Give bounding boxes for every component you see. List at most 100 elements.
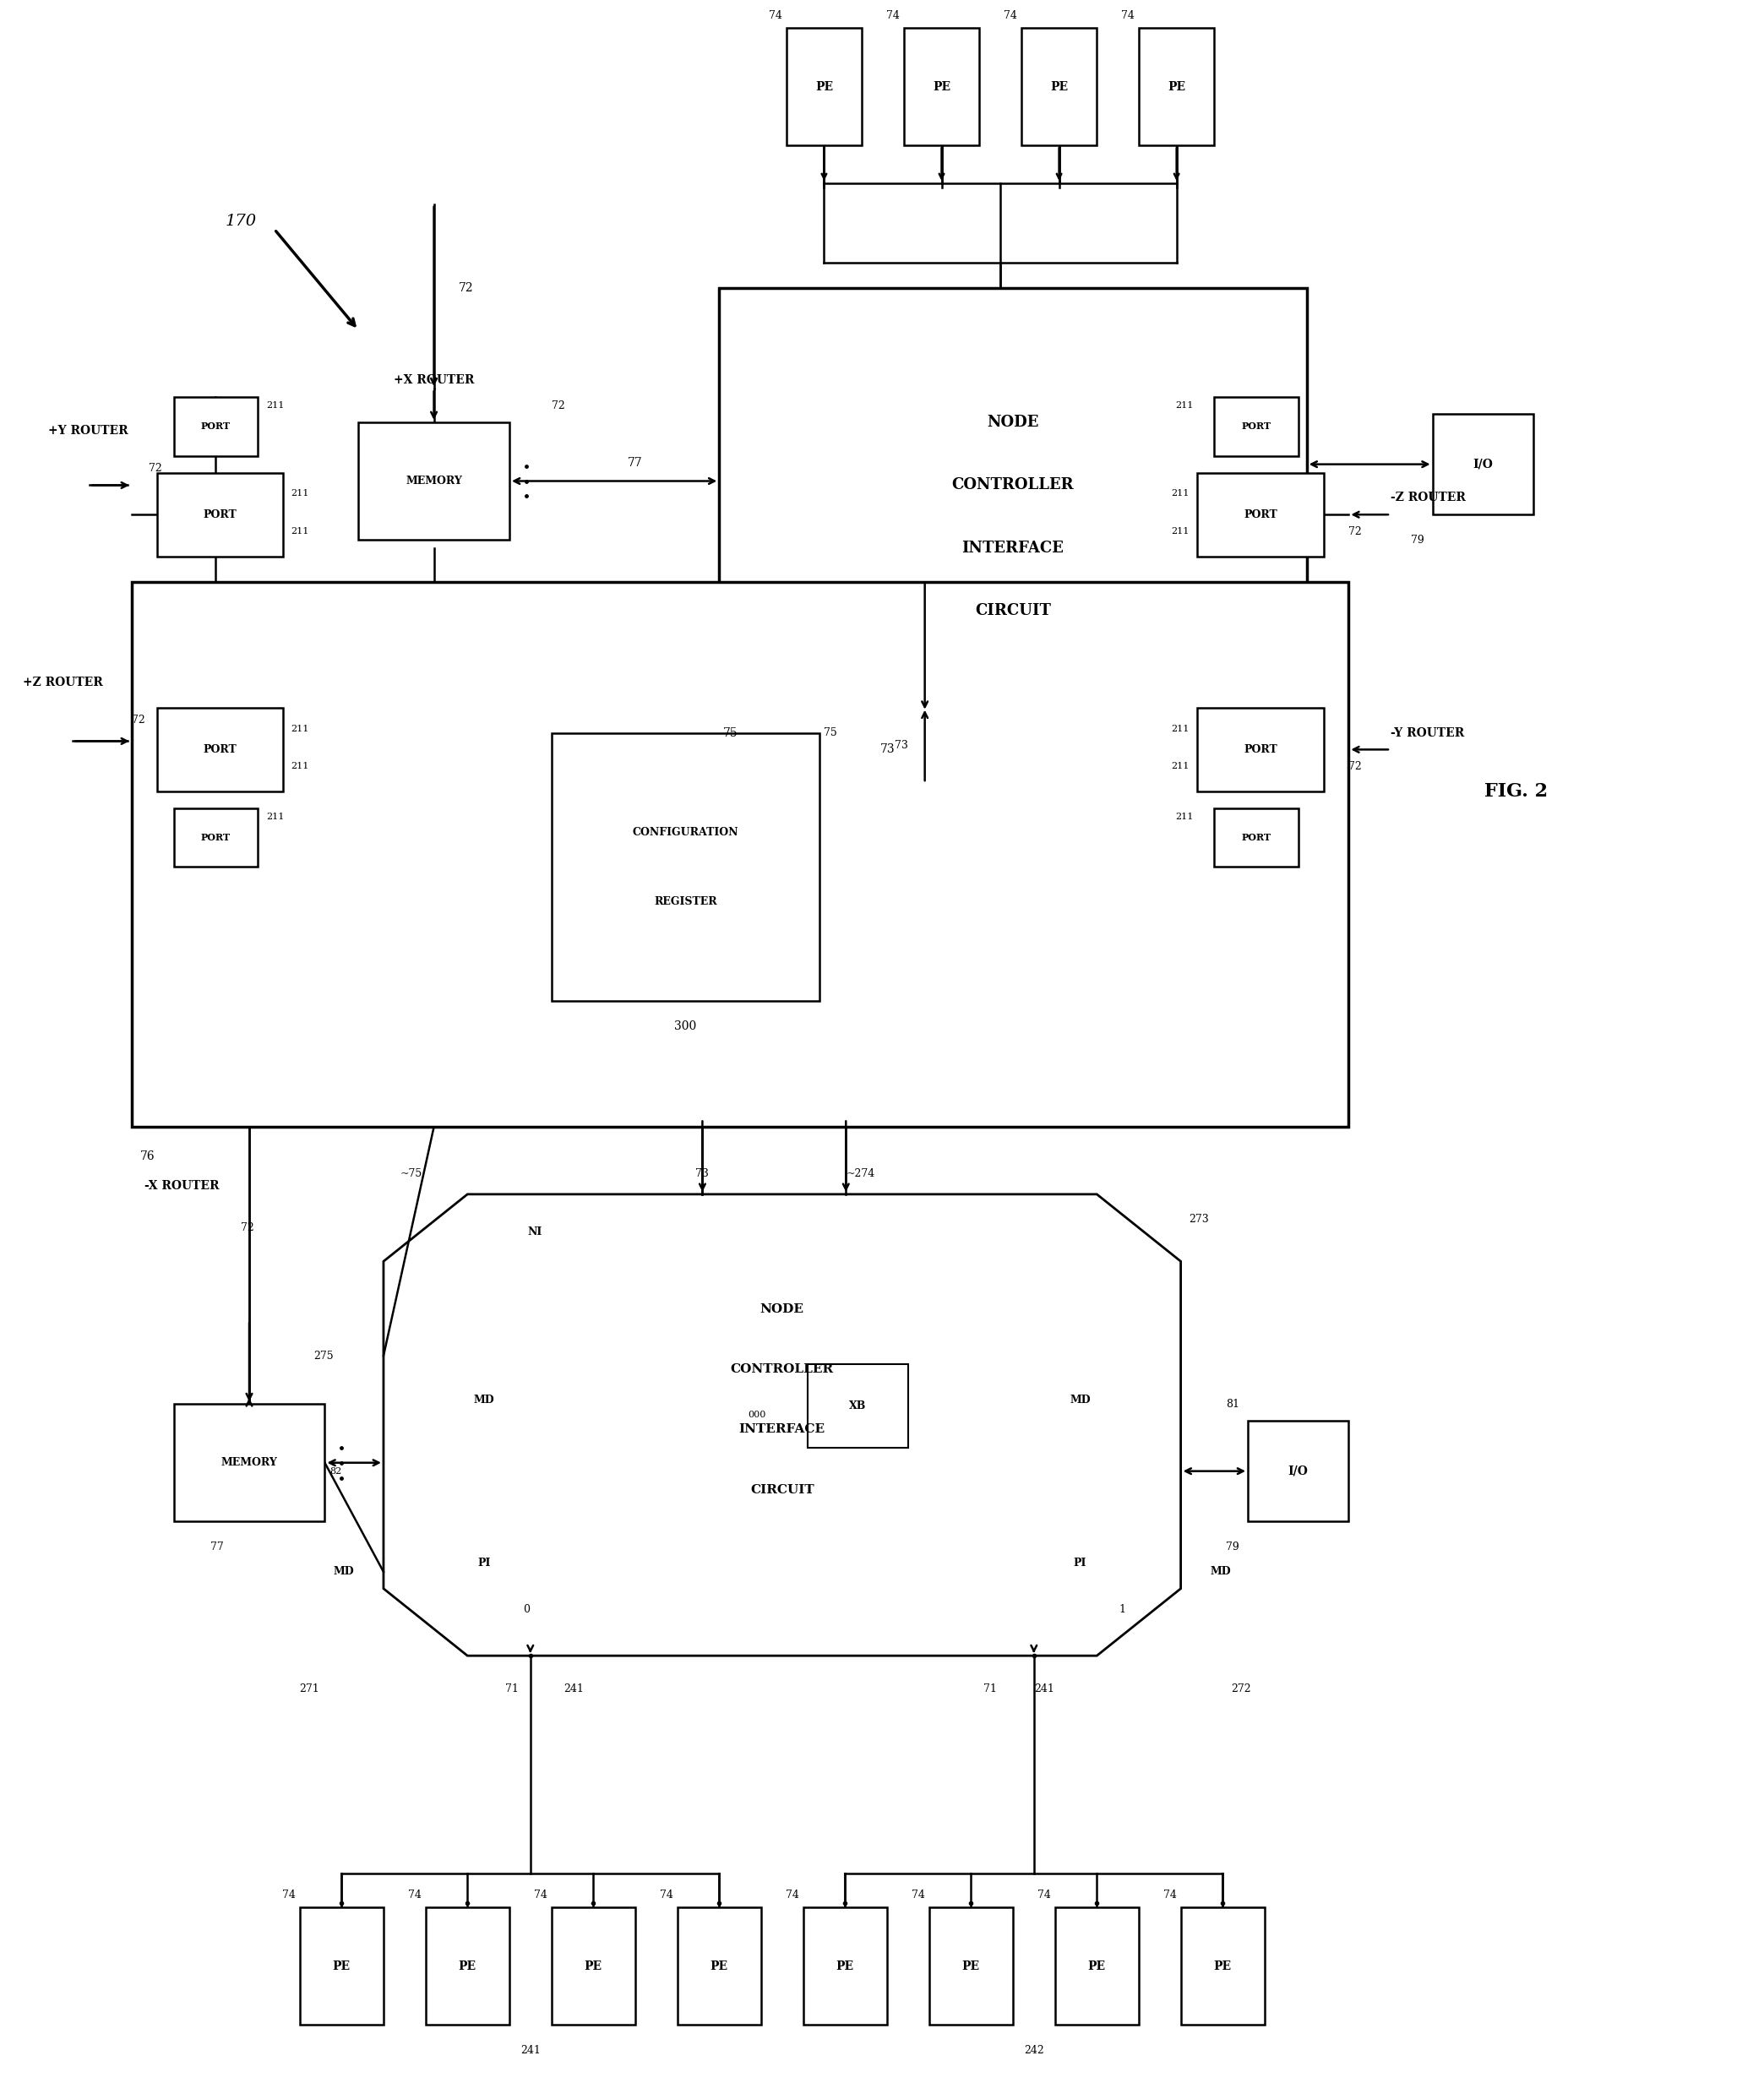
- Text: 73: 73: [880, 743, 896, 756]
- Text: CIRCUIT: CIRCUIT: [975, 605, 1051, 619]
- Text: 1: 1: [1118, 1604, 1125, 1614]
- Text: 73: 73: [695, 1167, 709, 1180]
- Text: 74: 74: [1037, 1889, 1051, 1900]
- Bar: [1198, 707, 1323, 791]
- Text: PE: PE: [1214, 1960, 1231, 1973]
- Text: INTERFACE: INTERFACE: [961, 542, 1064, 556]
- Text: 273: 273: [1189, 1213, 1208, 1226]
- Text: PORT: PORT: [203, 743, 236, 756]
- Bar: [808, 1364, 908, 1448]
- Text: 79: 79: [1411, 535, 1424, 546]
- Text: MEMORY: MEMORY: [220, 1457, 277, 1467]
- Text: 72: 72: [148, 464, 162, 474]
- Bar: [358, 422, 510, 539]
- Text: PE: PE: [815, 80, 833, 92]
- Text: 271: 271: [300, 1683, 319, 1694]
- Text: ~75: ~75: [400, 1167, 422, 1180]
- Bar: [300, 1908, 383, 2026]
- Text: NI: NI: [527, 1226, 542, 1238]
- Bar: [677, 1908, 760, 2026]
- Text: 75: 75: [723, 726, 739, 739]
- Text: 211: 211: [1171, 762, 1189, 770]
- Text: 211: 211: [1175, 812, 1194, 821]
- Text: 74: 74: [1122, 10, 1134, 21]
- Text: CONFIGURATION: CONFIGURATION: [633, 827, 739, 838]
- Bar: [157, 707, 282, 791]
- Text: 73: 73: [894, 739, 908, 751]
- Text: 241: 241: [564, 1683, 584, 1694]
- Text: 211: 211: [291, 527, 309, 535]
- Bar: [1214, 397, 1298, 455]
- Bar: [1432, 414, 1533, 514]
- Text: NODE: NODE: [760, 1303, 804, 1316]
- Bar: [552, 733, 820, 1001]
- Bar: [425, 1908, 510, 2026]
- Text: 211: 211: [266, 812, 284, 821]
- Text: PORT: PORT: [201, 833, 231, 842]
- Text: REGISTER: REGISTER: [654, 896, 718, 907]
- Text: 77: 77: [628, 458, 642, 468]
- Text: 0: 0: [522, 1604, 529, 1614]
- Bar: [720, 288, 1307, 707]
- Text: 300: 300: [674, 1020, 697, 1033]
- Text: I/O: I/O: [1288, 1465, 1309, 1478]
- Text: 79: 79: [1226, 1541, 1240, 1551]
- Text: PE: PE: [1050, 80, 1067, 92]
- Text: 211: 211: [266, 401, 284, 409]
- Text: 241: 241: [1034, 1683, 1055, 1694]
- Text: 72: 72: [1349, 760, 1362, 772]
- Text: MD: MD: [1069, 1394, 1090, 1406]
- Text: PORT: PORT: [201, 422, 231, 430]
- Text: 242: 242: [1023, 2044, 1044, 2055]
- Bar: [1247, 1421, 1349, 1522]
- Bar: [1021, 27, 1097, 145]
- Text: 81: 81: [1226, 1398, 1240, 1411]
- Text: PORT: PORT: [203, 510, 236, 521]
- Text: 211: 211: [1171, 527, 1189, 535]
- Bar: [930, 1908, 1013, 2026]
- Text: PE: PE: [961, 1960, 979, 1973]
- Text: 74: 74: [769, 10, 781, 21]
- Text: CIRCUIT: CIRCUIT: [750, 1484, 813, 1494]
- Text: 000: 000: [748, 1411, 766, 1419]
- Text: 241: 241: [520, 2044, 540, 2055]
- Text: 211: 211: [1175, 401, 1194, 409]
- Text: PE: PE: [333, 1960, 351, 1973]
- Text: PE: PE: [711, 1960, 729, 1973]
- Text: 74: 74: [660, 1889, 674, 1900]
- Text: 72: 72: [459, 281, 475, 294]
- Text: 211: 211: [291, 724, 309, 733]
- Text: MD: MD: [475, 1394, 494, 1406]
- Bar: [1055, 1908, 1140, 2026]
- Bar: [132, 581, 1349, 1127]
- Bar: [173, 397, 258, 455]
- Text: PORT: PORT: [1244, 743, 1277, 756]
- Text: ~274: ~274: [847, 1167, 875, 1180]
- Bar: [803, 1908, 887, 2026]
- Text: 74: 74: [886, 10, 900, 21]
- Text: 211: 211: [1171, 724, 1189, 733]
- Bar: [552, 1908, 635, 2026]
- Text: 74: 74: [785, 1889, 799, 1900]
- Text: -Y ROUTER: -Y ROUTER: [1390, 726, 1464, 739]
- Text: 211: 211: [1171, 489, 1189, 497]
- Text: MEMORY: MEMORY: [406, 476, 462, 487]
- Text: PI: PI: [478, 1557, 490, 1568]
- Text: 275: 275: [314, 1350, 333, 1362]
- Text: 82: 82: [330, 1467, 342, 1476]
- Text: 75: 75: [824, 726, 838, 739]
- Text: 74: 74: [912, 1889, 924, 1900]
- Text: INTERFACE: INTERFACE: [739, 1423, 826, 1436]
- Bar: [1214, 808, 1298, 867]
- Text: FIG. 2: FIG. 2: [1485, 783, 1549, 802]
- Text: 74: 74: [407, 1889, 422, 1900]
- Text: I/O: I/O: [1473, 458, 1492, 470]
- Text: 76: 76: [139, 1150, 155, 1163]
- Text: 74: 74: [1004, 10, 1018, 21]
- Text: 170: 170: [226, 214, 256, 229]
- Text: +Y ROUTER: +Y ROUTER: [48, 424, 127, 437]
- Text: NODE: NODE: [988, 416, 1039, 430]
- Bar: [173, 1404, 325, 1522]
- Text: 77: 77: [210, 1541, 224, 1551]
- Bar: [1180, 1908, 1265, 2026]
